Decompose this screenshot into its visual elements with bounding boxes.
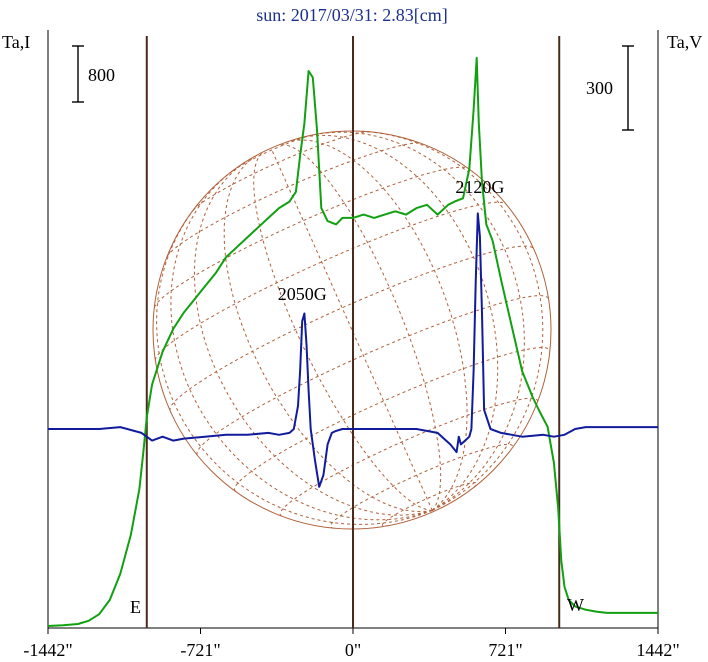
- left-scale-bar: [72, 45, 84, 103]
- grid-line: [285, 139, 468, 511]
- grid-line: [298, 134, 499, 511]
- grid-line: [253, 151, 433, 511]
- x-tick-label: -721": [180, 640, 220, 660]
- grid-line: [193, 161, 433, 516]
- grid-line: [153, 166, 468, 308]
- solar-grid: [153, 130, 551, 529]
- grid-line: [329, 443, 514, 529]
- x-ticks: -1442" -721" 0" 721" 1442": [23, 628, 680, 660]
- series-layer: [47, 56, 658, 627]
- grid-line: [278, 144, 442, 511]
- x-tick-label: -1442": [23, 640, 72, 660]
- limb-and-center-lines: [145, 36, 561, 628]
- field-annotation: 2120G: [455, 177, 504, 197]
- x-tick-label: 1442": [636, 640, 679, 660]
- solar-disk-group: [152, 130, 552, 530]
- grid-line: [382, 482, 478, 527]
- grid-line: [169, 245, 535, 412]
- west-label: W: [567, 595, 584, 615]
- grid-line: [233, 346, 551, 492]
- right-scale-label: 300: [586, 78, 613, 98]
- intensity-series-line: [47, 56, 658, 627]
- grid-line: [270, 148, 433, 511]
- grid-line: [154, 201, 507, 361]
- right-scale-bar: [622, 45, 634, 131]
- grid-line: [166, 142, 422, 257]
- grid-line: [223, 154, 433, 513]
- left-axis-label: Ta,I: [2, 32, 30, 52]
- east-label: E: [130, 597, 141, 617]
- left-scale-label: 800: [88, 65, 115, 85]
- grid-line: [358, 130, 544, 511]
- x-tick-label: 0": [345, 640, 361, 660]
- grid-line: [156, 201, 433, 525]
- polarization-series-line: [48, 212, 658, 488]
- grid-line: [232, 134, 315, 172]
- field-annotation: 2050G: [278, 284, 327, 304]
- chart-title: sun: 2017/03/31: 2.83[cm]: [256, 5, 448, 25]
- annotations: 2050G 2120G: [278, 177, 505, 304]
- grid-line: [170, 170, 433, 521]
- right-axis-label: Ta,V: [667, 32, 702, 52]
- grid-line: [313, 131, 525, 511]
- x-tick-label: 721": [488, 640, 522, 660]
